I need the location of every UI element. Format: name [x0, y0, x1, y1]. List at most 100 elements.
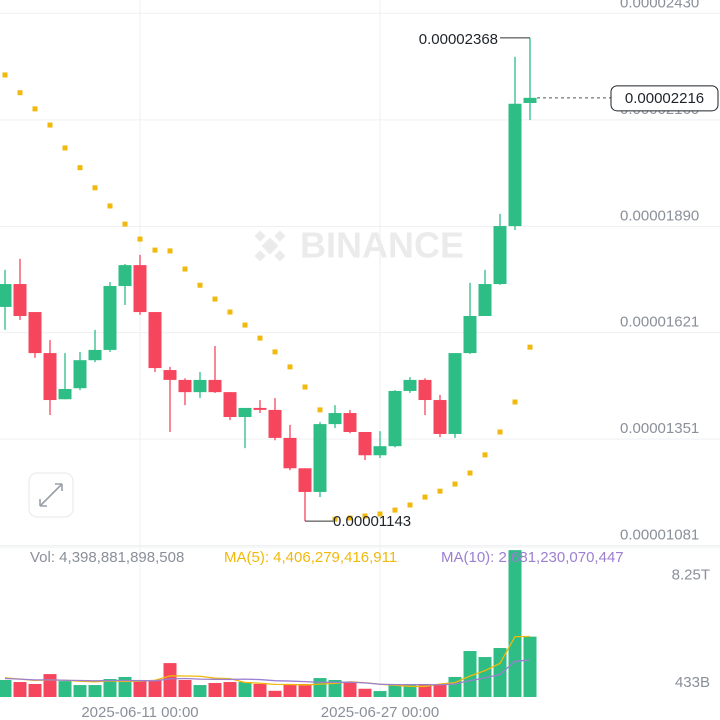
- volume-bar: [88, 685, 102, 697]
- sar-dot: [212, 296, 218, 302]
- volume-bar: [418, 683, 432, 697]
- volume-bar: [73, 685, 87, 697]
- y-tick-label: 0.00001351: [620, 420, 699, 437]
- legend-text: MA(10): 2,681,230,070,447: [441, 549, 624, 566]
- volume-bar: [163, 663, 177, 697]
- candle-body: [358, 431, 372, 456]
- sar-dot: [137, 236, 143, 242]
- sar-dot: [497, 429, 503, 435]
- sar-dot: [362, 513, 368, 519]
- volume-bar: [28, 683, 42, 697]
- last-price-box: [610, 85, 719, 112]
- volume-bar: [13, 682, 27, 697]
- sar-dot: [317, 407, 323, 413]
- volume-bar: [223, 682, 237, 697]
- sar-dot: [527, 344, 533, 350]
- volume-bar: [208, 682, 222, 697]
- sar-dot: [227, 309, 233, 315]
- volume-bar: [403, 683, 417, 697]
- candle-body: [478, 284, 492, 317]
- volume-bar: [508, 550, 522, 697]
- high-label: 0.00002368: [419, 31, 498, 48]
- volume-bar: [388, 683, 402, 697]
- volume-bar: [343, 682, 357, 697]
- volume-bar: [358, 688, 372, 697]
- candle-body: [238, 407, 252, 417]
- sar-dot: [272, 349, 278, 355]
- volume-bar: [298, 683, 312, 697]
- volume-bar: [523, 636, 537, 697]
- candle-body: [283, 437, 297, 469]
- candle-body: [508, 103, 522, 227]
- expand-icon[interactable]: [39, 483, 63, 507]
- sar-dot: [377, 511, 383, 517]
- sar-dot: [302, 384, 308, 390]
- last-price-label: 0.00002216: [625, 90, 704, 107]
- y-tick-label: 0.00001621: [620, 314, 699, 331]
- volume-bar: [193, 685, 207, 697]
- sar-dot: [437, 488, 443, 494]
- sar-dot: [167, 248, 173, 254]
- candle-body: [418, 379, 432, 401]
- sar-dot: [407, 502, 413, 508]
- candle-body: [433, 400, 447, 434]
- candle-body: [133, 265, 147, 313]
- y-tick-label: 8.25T: [672, 567, 710, 584]
- candle-body: [208, 379, 222, 393]
- sar-dot: [62, 145, 68, 151]
- candle-body: [328, 413, 342, 425]
- low-label: 0.00001143: [333, 513, 411, 530]
- y-tick-label: 0.00002430: [620, 0, 699, 11]
- candle-body: [103, 286, 117, 350]
- candle-body: [373, 446, 387, 456]
- legend-text: MA(5): 4,406,279,416,911: [224, 549, 397, 566]
- sar-dot: [257, 335, 263, 341]
- volume-bar: [373, 691, 387, 697]
- candle-body: [58, 388, 72, 400]
- y-tick-label: 433B: [675, 674, 710, 691]
- volume-bar: [133, 679, 147, 697]
- candle-body: [388, 390, 402, 447]
- volume-bar: [448, 676, 462, 697]
- candle-body: [223, 392, 237, 417]
- candle-body: [298, 468, 312, 492]
- y-tick-label: 0.00001890: [620, 207, 699, 224]
- sar-dot: [17, 90, 23, 96]
- candle-body: [448, 353, 462, 434]
- candle-body: [148, 312, 162, 369]
- x-tick-label: 2025-06-27 00:00: [321, 704, 439, 720]
- candle-body: [523, 97, 537, 103]
- ma-line: [4, 659, 531, 686]
- sar-dot: [347, 515, 353, 521]
- sar-dot: [422, 494, 428, 500]
- sar-dot: [197, 282, 203, 288]
- volume-bar: [433, 683, 447, 697]
- candle-body: [28, 312, 42, 354]
- sar-dot: [122, 221, 128, 227]
- candle-body: [178, 379, 192, 393]
- sar-dot: [47, 122, 53, 128]
- sar-dot: [182, 266, 188, 272]
- volume-bar: [493, 647, 507, 697]
- candle-body: [73, 360, 87, 389]
- volume-bar: [148, 679, 162, 697]
- volume-bar: [0, 679, 12, 697]
- candle-body: [88, 349, 102, 361]
- legend-text: Vol: 4,398,881,898,508: [30, 549, 184, 566]
- volume-bar: [328, 679, 342, 697]
- volume-bar: [268, 690, 282, 697]
- volume-bar: [43, 674, 57, 697]
- sar-dot: [2, 72, 8, 78]
- volume-bar: [463, 651, 477, 697]
- expand-button[interactable]: [28, 472, 74, 518]
- sar-dot: [32, 106, 38, 112]
- candle-body: [253, 407, 267, 410]
- volume-bar: [313, 678, 327, 697]
- volume-bar: [58, 681, 72, 697]
- candle-body: [463, 316, 477, 354]
- sar-dot: [482, 452, 488, 458]
- sar-dot: [152, 247, 158, 253]
- candle-body: [13, 284, 27, 317]
- candle-body: [268, 409, 282, 438]
